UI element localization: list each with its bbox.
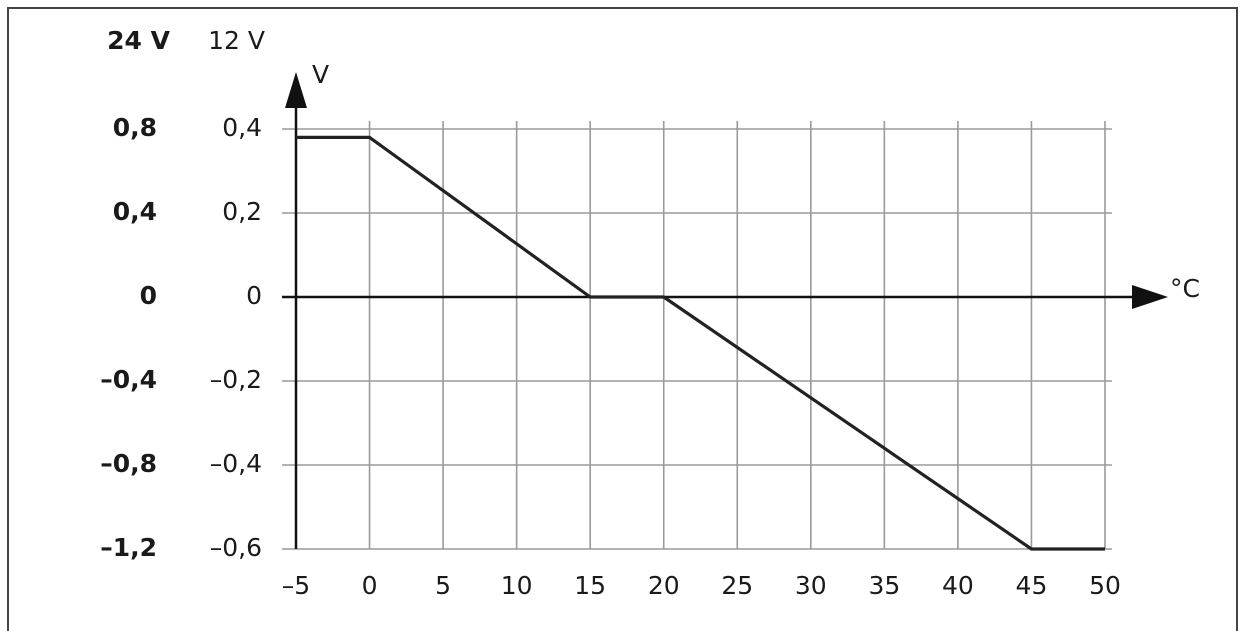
x-tick-label: 35 — [868, 571, 900, 600]
x-tick-label: 50 — [1089, 571, 1121, 600]
x-tick-label: –5 — [282, 571, 310, 600]
y2-tick-label: 0 — [140, 281, 157, 310]
y-tick-label: –0,2 — [210, 365, 262, 394]
y-tick-label: –0,4 — [210, 449, 262, 478]
y-tick-label: –0,6 — [210, 533, 262, 562]
x-tick-label: 10 — [501, 571, 533, 600]
y-axis-label: V — [312, 60, 329, 89]
y2-tick-label: –0,8 — [100, 449, 157, 478]
y2-tick-label: 0,8 — [113, 113, 157, 142]
y2-tick-label: 0,4 — [113, 197, 157, 226]
x-tick-label: 45 — [1016, 571, 1048, 600]
x-tick-label: 20 — [648, 571, 680, 600]
frame — [7, 7, 1238, 631]
x-tick-label: 15 — [574, 571, 606, 600]
y-tick-label: 0 — [246, 281, 262, 310]
x-axis-label: °C — [1170, 274, 1200, 303]
x-tick-label: 40 — [942, 571, 974, 600]
y-header: 12 V — [208, 26, 265, 55]
y2-tick-label: –0,4 — [100, 365, 157, 394]
y-tick-label: 0,4 — [222, 113, 262, 142]
x-tick-label: 30 — [795, 571, 827, 600]
x-axis-arrow — [1132, 285, 1168, 309]
y-tick-label: 0,2 — [222, 197, 262, 226]
y-axis-arrow — [285, 72, 307, 108]
data-line — [296, 135, 1105, 551]
y2-header: 24 V — [107, 26, 170, 55]
x-tick-label: 25 — [721, 571, 753, 600]
y2-tick-label: –1,2 — [100, 533, 157, 562]
x-tick-label: 5 — [435, 571, 451, 600]
x-tick-label: 0 — [362, 571, 378, 600]
